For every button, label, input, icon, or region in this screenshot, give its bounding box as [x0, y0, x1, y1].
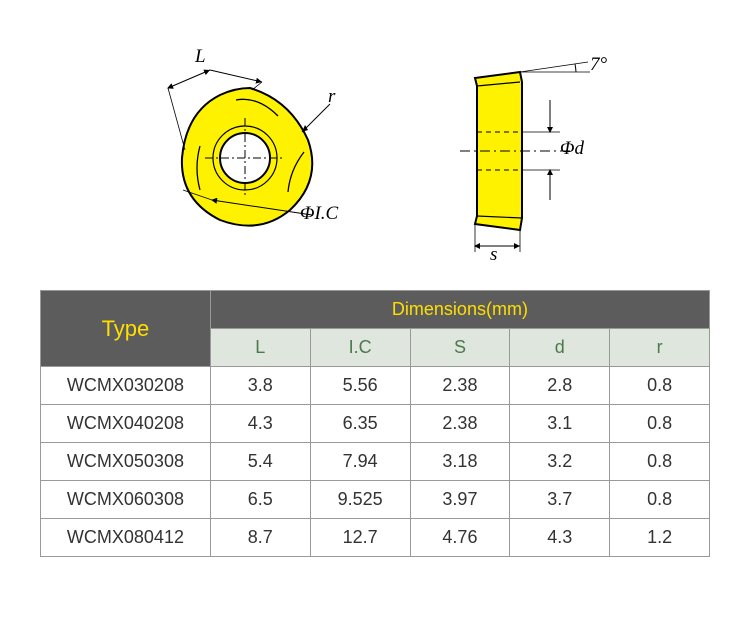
label-L: L [195, 46, 206, 68]
cell-d: 3.2 [510, 443, 610, 481]
cell-L: 4.3 [210, 405, 310, 443]
label-d: Φd [560, 138, 584, 160]
cell-d: 2.8 [510, 367, 610, 405]
cell-d: 4.3 [510, 519, 610, 557]
cell-IC: 6.35 [310, 405, 410, 443]
cell-d: 3.7 [510, 481, 610, 519]
cell-r: 0.8 [610, 367, 710, 405]
cell-r: 0.8 [610, 443, 710, 481]
label-s: s [490, 244, 497, 266]
header-col-r: r [610, 329, 710, 367]
cell-type: WCMX050308 [41, 443, 211, 481]
cell-S: 4.76 [410, 519, 510, 557]
cell-L: 3.8 [210, 367, 310, 405]
table-row: WCMX0302083.85.562.382.80.8 [41, 367, 710, 405]
dimensions-table: Type Dimensions(mm) L I.C S d r WCMX0302… [40, 290, 710, 557]
header-col-S: S [410, 329, 510, 367]
table-row: WCMX0804128.712.74.764.31.2 [41, 519, 710, 557]
header-col-L: L [210, 329, 310, 367]
table-row: WCMX0503085.47.943.183.20.8 [41, 443, 710, 481]
cell-type: WCMX040208 [41, 405, 211, 443]
diagram-top-view: L r ΦI.C [140, 40, 360, 270]
cell-S: 3.18 [410, 443, 510, 481]
cell-S: 3.97 [410, 481, 510, 519]
cell-S: 2.38 [410, 367, 510, 405]
label-r: r [328, 86, 335, 108]
table-row: WCMX0402084.36.352.383.10.8 [41, 405, 710, 443]
cell-L: 5.4 [210, 443, 310, 481]
header-type: Type [41, 291, 211, 367]
cell-IC: 7.94 [310, 443, 410, 481]
cell-r: 0.8 [610, 405, 710, 443]
cell-d: 3.1 [510, 405, 610, 443]
cell-IC: 9.525 [310, 481, 410, 519]
cell-IC: 12.7 [310, 519, 410, 557]
diagram-side-view: 7° Φd s [440, 40, 660, 270]
cell-type: WCMX030208 [41, 367, 211, 405]
cell-r: 1.2 [610, 519, 710, 557]
header-dimensions: Dimensions(mm) [210, 291, 709, 329]
label-angle: 7° [590, 54, 607, 76]
cell-S: 2.38 [410, 405, 510, 443]
cell-r: 0.8 [610, 481, 710, 519]
table-body: WCMX0302083.85.562.382.80.8WCMX0402084.3… [41, 367, 710, 557]
cell-L: 8.7 [210, 519, 310, 557]
cell-L: 6.5 [210, 481, 310, 519]
cell-IC: 5.56 [310, 367, 410, 405]
table-row: WCMX0603086.59.5253.973.70.8 [41, 481, 710, 519]
label-IC: ΦI.C [300, 203, 338, 225]
technical-diagrams: L r ΦI.C [0, 40, 751, 270]
header-col-d: d [510, 329, 610, 367]
cell-type: WCMX080412 [41, 519, 211, 557]
cell-type: WCMX060308 [41, 481, 211, 519]
table-header-row-1: Type Dimensions(mm) [41, 291, 710, 329]
header-col-IC: I.C [310, 329, 410, 367]
